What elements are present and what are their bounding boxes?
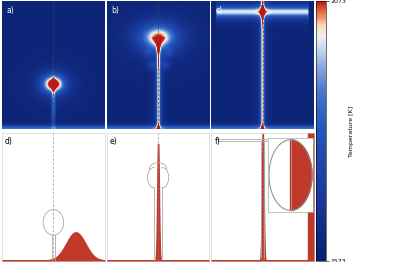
Text: b): b) <box>111 7 119 15</box>
Text: d): d) <box>5 137 13 146</box>
Y-axis label: Temperature [K]: Temperature [K] <box>349 105 354 157</box>
Text: f): f) <box>215 137 220 146</box>
Text: a): a) <box>6 7 14 15</box>
Text: c): c) <box>215 7 223 15</box>
Text: e): e) <box>110 137 118 146</box>
